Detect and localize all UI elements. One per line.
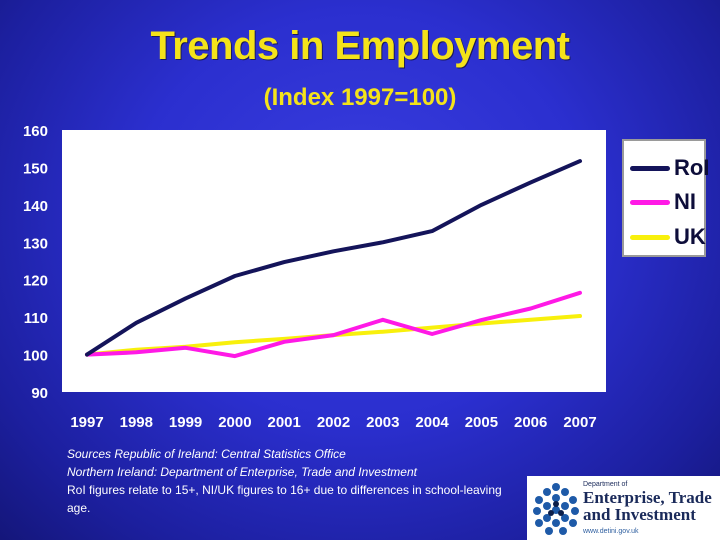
sources-line-1: Sources Republic of Ireland: Central Sta… bbox=[67, 447, 346, 461]
x-tick-label: 2004 bbox=[415, 414, 449, 431]
chart-title: Trends in Employment bbox=[150, 24, 570, 68]
legend-item-roi: RoI bbox=[630, 153, 710, 183]
logo-name-text: Enterprise, Trade and Investment bbox=[583, 489, 712, 523]
legend-item-ni: NI bbox=[630, 187, 706, 217]
sources-note: Sources Republic of Ireland: Central Sta… bbox=[67, 445, 527, 517]
y-tick-label: 150 bbox=[23, 160, 48, 177]
detini-logo: Department of Enterprise, Trade and Inve… bbox=[527, 476, 720, 540]
x-tick-label: 2001 bbox=[268, 414, 301, 431]
logo-name-line-1: Enterprise, Trade bbox=[583, 488, 712, 507]
sources-line-3: RoI figures relate to 15+, NI/UK figures… bbox=[67, 483, 502, 515]
y-tick-label: 120 bbox=[23, 273, 48, 290]
x-tick-label: 2000 bbox=[218, 414, 251, 431]
logo-url-text: www.detini.gov.uk bbox=[583, 528, 639, 535]
legend-label-roi: RoI bbox=[674, 155, 710, 180]
series-line-ni bbox=[85, 290, 582, 359]
chart-subtitle: (Index 1997=100) bbox=[263, 84, 457, 111]
legend-item-uk: UK bbox=[630, 222, 706, 252]
y-tick-label: 110 bbox=[24, 310, 48, 327]
x-tick-label: 2006 bbox=[514, 414, 547, 431]
x-tick-label: 1999 bbox=[169, 414, 202, 431]
legend-label-uk: UK bbox=[674, 224, 706, 249]
x-tick-label: 2002 bbox=[317, 414, 350, 431]
logo-emblem-icon bbox=[533, 483, 579, 535]
legend: RoI NI UK bbox=[622, 139, 710, 257]
logo-dept-text: Department of bbox=[583, 481, 628, 488]
y-tick-label: 130 bbox=[23, 235, 48, 252]
y-tick-label: 160 bbox=[23, 123, 48, 140]
y-tick-label: 100 bbox=[23, 348, 48, 365]
y-tick-label: 90 bbox=[31, 385, 48, 402]
legend-swatch-ni bbox=[630, 200, 670, 205]
x-tick-label: 1997 bbox=[70, 414, 103, 431]
x-tick-label: 2003 bbox=[366, 414, 399, 431]
series-line-roi bbox=[85, 159, 582, 357]
sources-line-2: Northern Ireland: Department of Enterpri… bbox=[67, 465, 417, 479]
x-tick-label: 1998 bbox=[120, 414, 153, 431]
legend-swatch-uk bbox=[630, 235, 670, 240]
logo-name-line-2: and Investment bbox=[583, 505, 696, 524]
x-tick-label: 2007 bbox=[563, 414, 596, 431]
legend-label-ni: NI bbox=[674, 189, 696, 214]
legend-swatch-roi bbox=[630, 166, 670, 171]
y-tick-label: 140 bbox=[23, 198, 48, 215]
x-tick-label: 2005 bbox=[465, 414, 498, 431]
